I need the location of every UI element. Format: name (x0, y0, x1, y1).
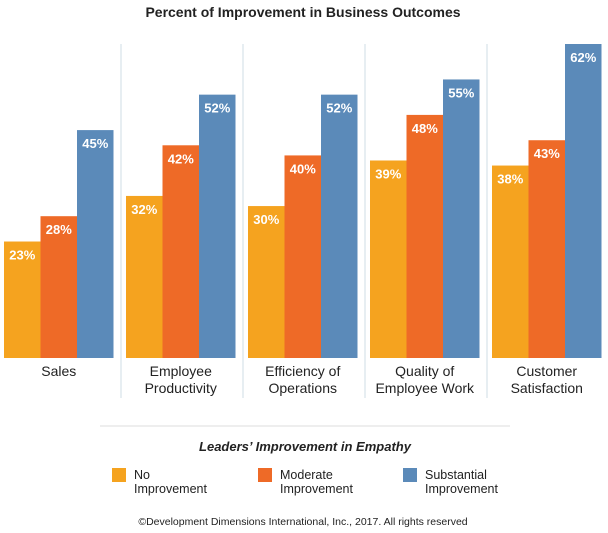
data-label: 52% (204, 101, 230, 116)
bar (321, 94, 358, 358)
legend: NoImprovementModerateImprovementSubstant… (112, 468, 498, 496)
bar (77, 130, 114, 358)
data-label: 30% (253, 212, 279, 227)
bar (126, 195, 163, 358)
data-label: 39% (375, 166, 401, 181)
legend-label: Improvement (134, 482, 207, 496)
legend-swatch (112, 468, 126, 482)
category-label: Quality of (395, 363, 454, 379)
legend-title: Leaders’ Improvement in Empathy (199, 439, 412, 454)
category-label: Sales (41, 363, 76, 379)
category-label: Customer (516, 363, 577, 379)
data-label: 40% (290, 161, 316, 176)
legend-label: Improvement (280, 482, 353, 496)
bar (40, 216, 77, 358)
data-label: 48% (412, 121, 438, 136)
data-label: 62% (570, 50, 596, 65)
bar (565, 44, 602, 358)
category-label: Productivity (145, 380, 217, 396)
category-label: Employee (150, 363, 212, 379)
bar (199, 94, 236, 358)
bar (248, 206, 285, 358)
data-label: 32% (131, 202, 157, 217)
legend-label: Substantial (425, 468, 487, 482)
data-label: 28% (46, 222, 72, 237)
legend-label: No (134, 468, 150, 482)
bar (4, 241, 41, 358)
data-label: 55% (448, 85, 474, 100)
data-label: 42% (168, 151, 194, 166)
copyright-footer: ©Development Dimensions International, I… (138, 516, 467, 528)
category-label: Satisfaction (511, 380, 583, 396)
bar (406, 114, 443, 358)
bar (370, 160, 407, 358)
data-label: 23% (9, 248, 35, 263)
category-label: Operations (269, 380, 337, 396)
legend-swatch (403, 468, 417, 482)
bars-group: 23% 28% 45% 32% 42% 52% 30% 40% 52% 39% 48% 55% 38% 4… (4, 44, 602, 359)
legend-label: Moderate (280, 468, 333, 482)
bar (528, 140, 565, 358)
legend-swatch (258, 468, 272, 482)
data-label: 45% (82, 136, 108, 151)
bar (162, 145, 199, 358)
bar (443, 79, 480, 359)
chart-title: Percent of Improvement in Business Outco… (145, 4, 460, 20)
data-label: 52% (326, 101, 352, 116)
category-label: Employee Work (375, 380, 475, 396)
bar (284, 155, 321, 358)
bar (492, 165, 529, 358)
data-label: 38% (497, 172, 523, 187)
legend-label: Improvement (425, 482, 498, 496)
data-label: 43% (534, 146, 560, 161)
group-dividers (120, 44, 488, 398)
category-label: Efficiency of (265, 363, 340, 379)
